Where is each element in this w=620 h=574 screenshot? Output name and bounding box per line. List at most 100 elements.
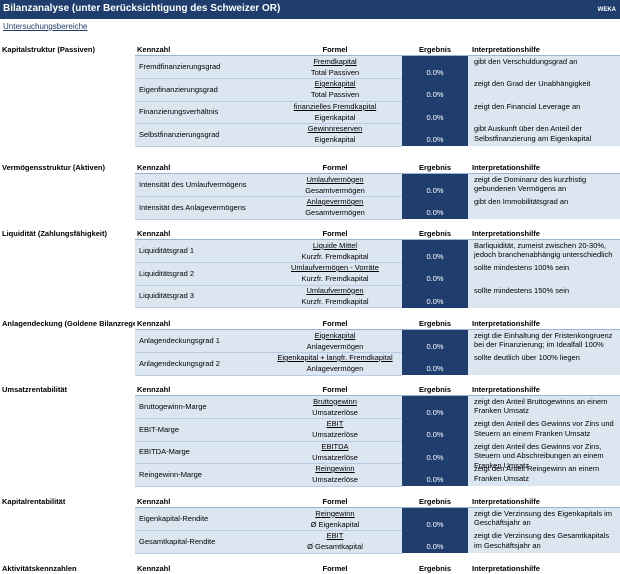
column-header: Interpretationshilfe <box>472 385 540 394</box>
row-rule <box>135 284 402 286</box>
kennzahl: Liquiditätsgrad 3 <box>139 291 195 300</box>
interpretation: Franken Umsatz <box>474 406 530 415</box>
numerator: Reingewinn <box>315 464 355 473</box>
denominator: Umsatzerlöse <box>312 452 358 462</box>
header-rule <box>135 395 620 396</box>
kennzahl: Anlagendeckungsgrad 2 <box>139 358 220 368</box>
denominator: Anlagevermögen <box>306 364 364 373</box>
numerator: Eigenkapital + langfr. Fremdkapital <box>277 353 393 362</box>
kennzahl: Intensität des Umlaufvermögens <box>139 180 247 189</box>
interpretation: zeigt die Dominanz des kurzfristig <box>474 174 587 184</box>
denominator: Umsatzerlöse <box>312 430 358 439</box>
denominator: Anlagevermögen <box>306 341 364 351</box>
numerator: Bruttogewinn <box>313 396 357 406</box>
result: 0.0% <box>426 208 444 217</box>
section-label: Kapitalstruktur (Passiven) <box>2 45 95 54</box>
interpretation: sollte deutlich über 100% liegen <box>474 353 580 362</box>
result: 0.0% <box>426 296 444 306</box>
kennzahl: EBIT-Marge <box>139 424 180 434</box>
column-header: Ergebnis <box>418 163 452 172</box>
column-header: Kennzahl <box>137 229 171 238</box>
row-rule <box>135 196 402 197</box>
section-label: Vermögensstruktur (Aktiven) <box>2 163 105 172</box>
result: 0.0% <box>426 67 444 77</box>
result: 0.0% <box>426 519 444 529</box>
denominator: Kurzfr. Fremdkapital <box>301 296 369 306</box>
result: 0.0% <box>426 135 444 144</box>
kennzahl: Gesamtkapital-Rendite <box>139 536 216 546</box>
column-header: Formel <box>322 385 348 394</box>
row-rule <box>135 485 402 487</box>
numerator: Eigenkapital <box>314 79 356 88</box>
column-header: Formel <box>322 163 348 172</box>
interpretation: zeigt den Anteil des Gewinns vor Zins un… <box>474 419 614 428</box>
kennzahl: Selbstfinanzierungsgrad <box>139 129 220 139</box>
row-rule <box>135 463 402 464</box>
column-header: Kennzahl <box>137 45 171 54</box>
column-header: Formel <box>322 564 348 573</box>
interpretation: gibt den Verschuldungsgrad an <box>474 56 578 66</box>
numerator: Gewinnreserven <box>307 124 363 133</box>
link[interactable]: Untersuchungsbereiche <box>3 22 88 31</box>
result: 0.0% <box>426 542 444 551</box>
column-header: Formel <box>322 319 348 328</box>
row-rule <box>135 440 402 442</box>
interpretation: sollte mindestens 150% sein <box>474 285 570 295</box>
kennzahl: EBITDA-Marge <box>139 447 190 456</box>
interpretation: Franken Umsatz <box>474 460 530 470</box>
row-rule <box>135 262 402 263</box>
result: 0.0% <box>426 475 444 484</box>
result-column <box>402 174 468 219</box>
numerator: Fremdkapital <box>313 56 357 66</box>
result: 0.0% <box>426 341 444 351</box>
interpretation: bei der Finanzierung; im Idealfall 100% <box>474 340 604 349</box>
interpretation: zeigt den Anteil des Gewinns vor Zins, <box>474 441 602 451</box>
denominator: Total Passiven <box>310 90 360 99</box>
title-bar <box>0 0 620 19</box>
header-rule <box>135 239 620 240</box>
column-header: Formel <box>322 45 348 54</box>
row-rule <box>135 307 402 308</box>
result: 0.0% <box>426 274 444 283</box>
denominator: Gesamtvermögen <box>305 208 365 217</box>
denominator: Gesamtvermögen <box>305 185 365 195</box>
numerator: Eigenkapital <box>314 330 356 340</box>
result: 0.0% <box>426 112 444 122</box>
column-header: Kennzahl <box>137 319 171 328</box>
column-header: Ergebnis <box>418 385 452 394</box>
numerator: Reingewinn <box>315 508 355 518</box>
interpretation: jedoch branchenabhängig unterschiedlich <box>474 250 613 259</box>
interpretation: Franken Umsatz <box>474 473 530 483</box>
kennzahl: Anlagendeckungsgrad 1 <box>139 336 220 345</box>
kennzahl: Fremdfinanzierungsgrad <box>139 62 221 71</box>
interpretation: Steuern und Abschreibungen an einem <box>474 451 604 460</box>
denominator: Umsatzerlöse <box>312 407 358 417</box>
row-rule <box>135 552 402 554</box>
row-rule <box>135 352 402 353</box>
interpretation: Steuern an einem Franken Umsatz <box>474 428 591 438</box>
interpretation: zeigt die Einhaltung der Fristenkongruen… <box>474 330 613 340</box>
interpretation: zeigt den Anteil Reingewinn an einem <box>474 464 600 473</box>
denominator: Ø Eigenkapital <box>310 519 360 529</box>
interpretation: Barliquidität, zumeist zwischen 20-30%, <box>474 240 607 250</box>
kennzahl: Eigenfinanzierungsgrad <box>139 84 218 94</box>
column-header: Interpretationshilfe <box>472 163 540 172</box>
logo: WEKA <box>597 7 616 13</box>
interpretation: gibt den Immobilitätsgrad an <box>474 197 569 206</box>
denominator: Kurzfr. Fremdkapital <box>301 274 369 283</box>
row-rule <box>135 78 402 79</box>
denominator: Eigenkapital <box>314 112 356 122</box>
kennzahl: Reingewinn-Marge <box>139 469 202 479</box>
result-column <box>402 396 468 486</box>
column-header: Formel <box>322 497 348 506</box>
column-header: Ergebnis <box>418 497 452 506</box>
result: 0.0% <box>426 364 444 373</box>
column-header: Ergebnis <box>418 319 452 328</box>
row-rule <box>135 530 402 531</box>
numerator: finanzielles Fremdkapital <box>293 101 377 111</box>
result-column <box>402 56 468 146</box>
row-rule <box>135 374 402 376</box>
numerator: Anlagevermögen <box>306 197 364 206</box>
column-header: Ergebnis <box>418 564 452 573</box>
